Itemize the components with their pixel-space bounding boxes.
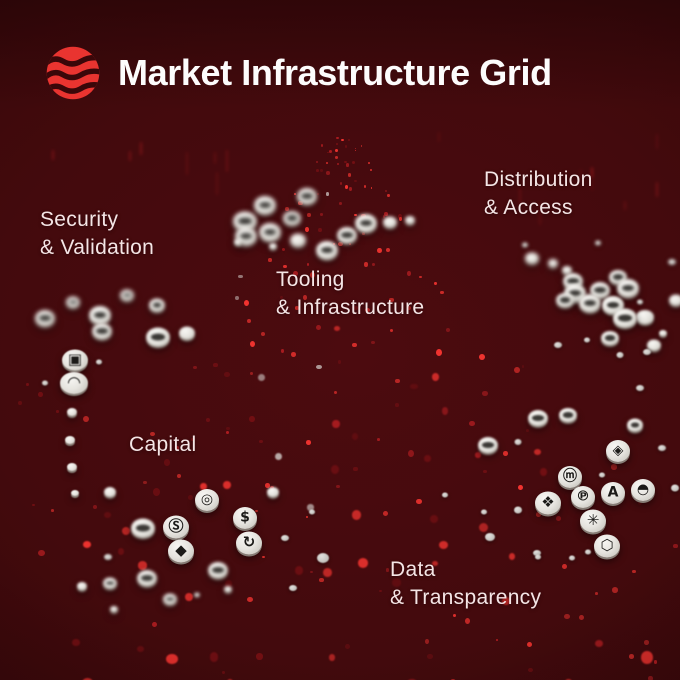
header: Market Infrastructure Grid [44,44,552,102]
category-label-line: Data [390,558,436,581]
category-label-distribution-access: Distribution & Access [484,166,593,222]
poster-title: Market Infrastructure Grid [118,52,552,93]
category-label-line: & Validation [40,236,155,259]
category-label-capital: Capital [129,431,196,459]
category-label-line: Distribution [484,168,593,191]
category-label-line: Tooling [276,268,345,291]
category-label-security-validation: Security & Validation [40,206,154,262]
category-label-line: & Transparency [390,586,542,609]
category-label-line: & Access [484,196,573,219]
category-label-line: & Infrastructure [276,296,425,319]
category-label-line: Capital [129,433,197,456]
category-label-data-transparency: Data & Transparency [390,556,541,612]
category-label-tooling-infrastructure: Tooling & Infrastructure [276,266,424,322]
canton-network-logo-icon [44,44,102,102]
category-label-line: Security [40,208,119,231]
